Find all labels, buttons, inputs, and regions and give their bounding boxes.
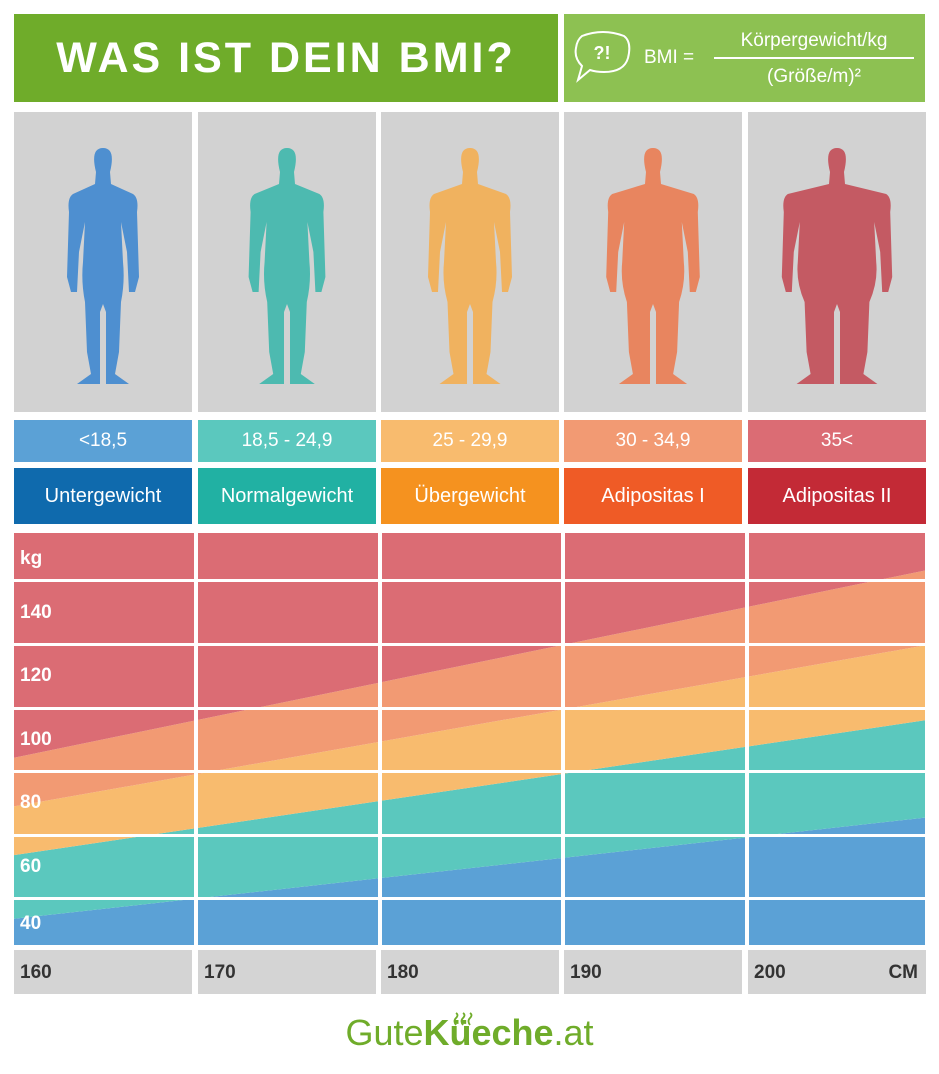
category-label-underweight: Untergewicht <box>14 468 192 524</box>
figure-panel-obese-1 <box>564 112 742 412</box>
y-axis-unit-label: kg <box>20 548 43 569</box>
gridline-vertical <box>745 533 749 945</box>
title-banner: WAS IST DEIN BMI? <box>14 14 558 102</box>
category-label-normal: Normalgewicht <box>198 468 376 524</box>
range-label-overweight: 25 - 29,9 <box>381 420 559 462</box>
steam-icon <box>453 1012 473 1026</box>
band-untergewicht <box>14 817 925 945</box>
x-tick-cell: 180 <box>381 950 559 994</box>
x-tick-label: 200 <box>754 962 786 983</box>
x-tick-label: 170 <box>204 962 236 983</box>
gridline-horizontal <box>14 897 925 900</box>
band-normalgewicht <box>14 720 925 919</box>
figure-panel-normal <box>198 112 376 412</box>
band--bergewicht <box>14 645 925 856</box>
category-label-obese-2: Adipositas II <box>748 468 926 524</box>
gridline-vertical <box>194 533 198 945</box>
y-tick-label: 120 <box>20 665 52 686</box>
formula-banner: ?! BMI = Körpergewicht/kg (Größe/m)² <box>564 14 925 102</box>
x-tick-label: 160 <box>20 962 52 983</box>
y-tick-label: 100 <box>20 729 52 750</box>
gridline-vertical <box>561 533 565 945</box>
speech-bubble-icon: ?! <box>574 31 631 83</box>
gridline-horizontal <box>14 770 925 773</box>
y-tick-label: 60 <box>20 856 42 877</box>
x-axis-unit-label: CM <box>888 962 918 983</box>
gridline-horizontal <box>14 579 925 582</box>
figure-panel-underweight <box>14 112 192 412</box>
x-tick-cell: 200 CM <box>748 950 926 994</box>
x-tick-label: 190 <box>570 962 602 983</box>
logo-part-3: .at <box>553 1012 594 1053</box>
x-tick-label: 180 <box>387 962 419 983</box>
gridline-horizontal <box>14 707 925 710</box>
x-tick-cell: 160 <box>14 950 192 994</box>
range-label-normal: 18,5 - 24,9 <box>198 420 376 462</box>
category-label-overweight: Übergewicht <box>381 468 559 524</box>
formula-numerator: Körpergewicht/kg <box>740 30 888 51</box>
body-figure-icon <box>781 148 893 384</box>
bubble-glyph: ?! <box>594 43 611 63</box>
gridline-horizontal <box>14 643 925 646</box>
x-tick-cell: 170 <box>198 950 376 994</box>
gridline-horizontal <box>14 834 925 837</box>
range-label-underweight: <18,5 <box>14 420 192 462</box>
fraction-line <box>714 57 914 59</box>
brand-logo[interactable]: GuteKüeche.at <box>0 1012 939 1054</box>
gridline-vertical <box>378 533 382 945</box>
range-label-obese-2: 35< <box>748 420 926 462</box>
page-title: WAS IST DEIN BMI? <box>56 33 516 82</box>
bmi-area-chart <box>14 533 925 945</box>
band-adipositas-i <box>14 570 925 807</box>
formula-lhs: BMI = <box>644 47 695 68</box>
body-figure-icon <box>606 148 700 384</box>
y-tick-label: 40 <box>20 913 42 934</box>
logo-part-1: Gute <box>345 1012 424 1053</box>
category-label-obese-1: Adipositas I <box>564 468 742 524</box>
formula-denominator: (Größe/m)² <box>767 66 861 87</box>
figure-panel-obese-2 <box>748 112 926 412</box>
logo-part-2: Küeche <box>423 1012 554 1053</box>
body-figure-icon <box>67 148 139 384</box>
x-tick-cell: 190 <box>564 950 742 994</box>
body-figure-icon <box>248 148 326 384</box>
range-label-obese-1: 30 - 34,9 <box>564 420 742 462</box>
y-tick-label: 80 <box>20 792 42 813</box>
y-tick-label: 140 <box>20 602 52 623</box>
figure-panel-overweight <box>381 112 559 412</box>
body-figure-icon <box>428 148 512 384</box>
